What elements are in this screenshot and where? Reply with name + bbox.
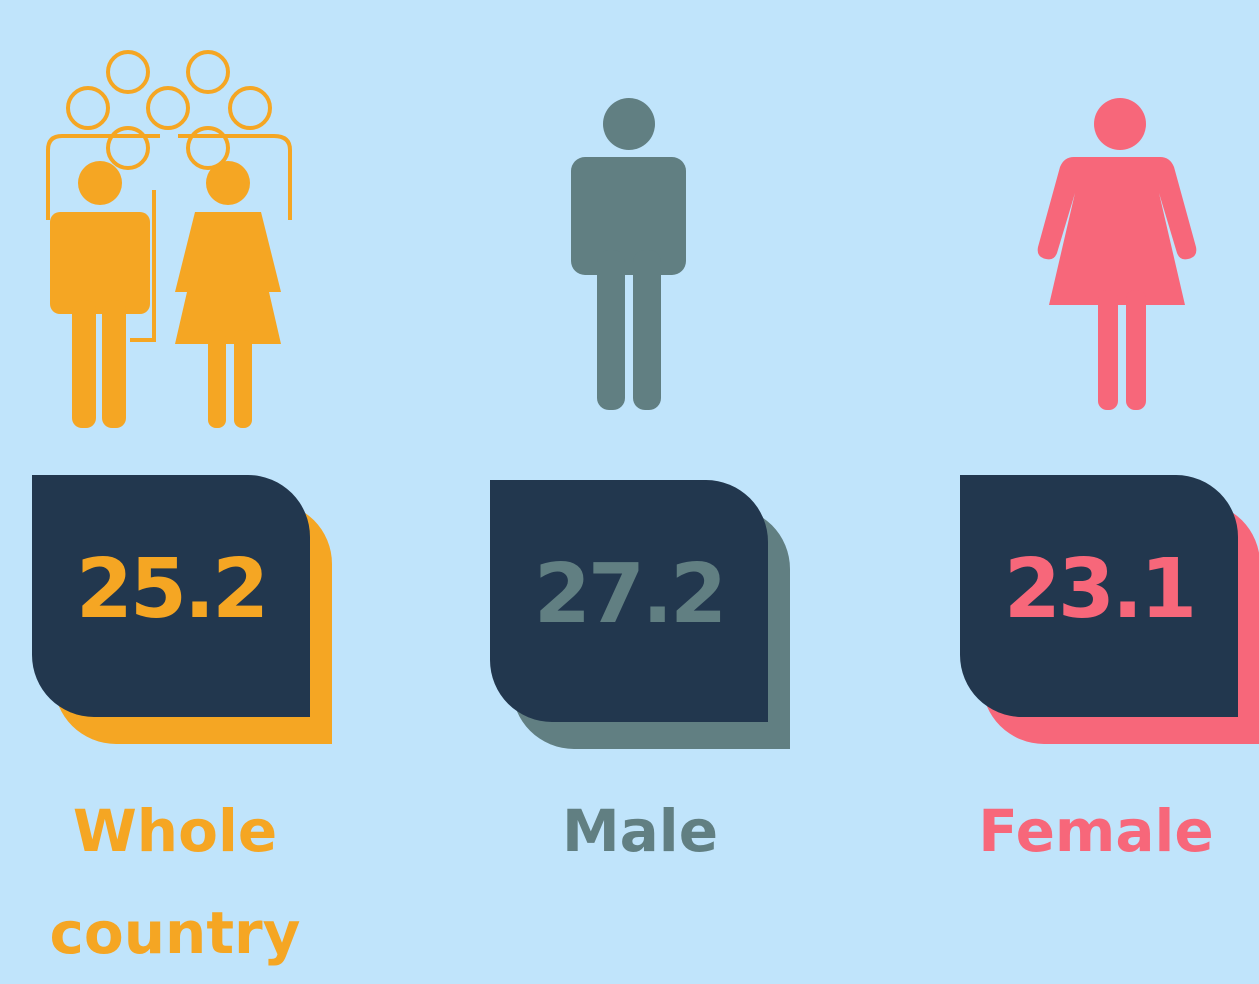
value-box — [960, 475, 1238, 717]
value-box — [32, 475, 310, 717]
female-icon — [1037, 98, 1197, 410]
group-icon-front — [50, 161, 281, 428]
value-text: 27.2 — [534, 547, 724, 642]
group-icon — [46, 50, 292, 342]
value-text: 25.2 — [76, 542, 266, 637]
male-icon — [571, 98, 686, 410]
item-label: Female — [978, 797, 1214, 865]
value-box — [490, 480, 768, 722]
item-label: Male — [561, 797, 719, 865]
value-text: 23.1 — [1004, 542, 1194, 637]
item-label: Whole country — [49, 797, 301, 967]
